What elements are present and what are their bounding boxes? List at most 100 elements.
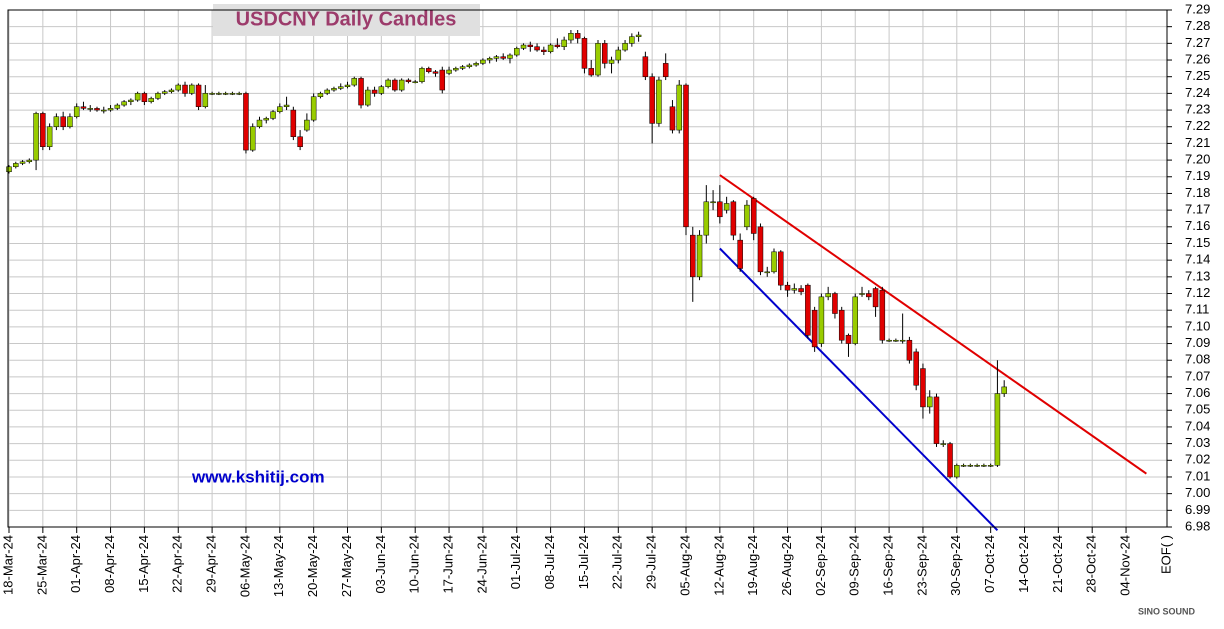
x-tick-label: 22-Jul-24 — [610, 535, 625, 589]
candle-body — [351, 78, 358, 86]
candle-body — [297, 136, 303, 148]
candle-body — [290, 109, 297, 137]
candle-body — [574, 33, 581, 39]
candle-body — [195, 84, 202, 107]
y-tick-label: 7.19 — [1185, 168, 1210, 183]
candle-body — [155, 93, 161, 99]
x-tick-label: 08-Jul-24 — [542, 535, 557, 589]
candle-body — [344, 84, 351, 87]
candle-body — [73, 106, 80, 117]
candle-body — [182, 84, 188, 94]
y-tick-label: 7.22 — [1185, 118, 1210, 133]
y-tick-label: 7.23 — [1185, 102, 1210, 117]
candle-body — [514, 48, 520, 56]
candle-body — [324, 89, 330, 94]
candle-body — [920, 368, 926, 408]
candle-body — [40, 113, 46, 148]
x-tick-label: 15-Jul-24 — [576, 535, 591, 589]
candle-body — [121, 101, 127, 106]
candle-body — [547, 44, 554, 52]
candle-body — [243, 93, 249, 151]
candle-body — [256, 119, 263, 127]
candle-body — [886, 339, 892, 342]
candle-body — [947, 443, 953, 478]
candle-body — [737, 239, 743, 269]
candle-body — [114, 104, 121, 109]
candle-body — [453, 68, 459, 71]
y-tick-label: 7.24 — [1185, 85, 1210, 100]
x-tick-label: 05-Aug-24 — [677, 535, 692, 596]
candle-body — [561, 39, 567, 47]
x-tick-label: 12-Aug-24 — [711, 535, 726, 596]
candle-body — [683, 84, 689, 228]
candle-body — [270, 111, 276, 119]
candle-body — [161, 91, 168, 94]
watermark: SINO SOUND — [1138, 606, 1196, 616]
candle-body — [13, 163, 19, 168]
candle-body — [703, 201, 710, 236]
candle-body — [622, 43, 628, 51]
candle-body — [608, 59, 615, 64]
x-tick-label: 23-Sep-24 — [914, 535, 929, 596]
x-tick-label: 18-Mar-24 — [0, 535, 15, 595]
candle-body — [534, 46, 540, 51]
candle-body — [189, 84, 195, 94]
x-tick-label: 14-Oct-24 — [1016, 535, 1031, 593]
y-tick-label: 7.06 — [1185, 385, 1210, 400]
candle-body — [378, 86, 385, 94]
x-tick-label: 04-Nov-24 — [1117, 535, 1132, 596]
candle-body — [662, 63, 669, 77]
candle-body — [954, 465, 960, 478]
candle-body — [872, 288, 879, 308]
candle-body — [337, 86, 344, 89]
y-tick-label: 7.14 — [1185, 252, 1210, 267]
candle-body — [46, 126, 53, 148]
candle-body — [906, 339, 913, 361]
candle-body — [446, 69, 452, 74]
x-tick-label: 29-Jul-24 — [644, 535, 659, 589]
x-tick-label: 02-Sep-24 — [813, 535, 828, 596]
candle-body — [696, 234, 703, 278]
candle-body — [967, 465, 974, 467]
candle-body — [283, 104, 290, 107]
y-tick-label: 7.07 — [1185, 368, 1210, 383]
candle-body — [392, 79, 398, 91]
axes: 6.986.99 7.00 7.017.02 7.03 7.047.05 7.06 7.07… — [0, 1, 1210, 597]
x-tick-label: 07-Oct-24 — [982, 535, 997, 593]
y-tick-label: 7.20 — [1185, 152, 1210, 167]
candle-body — [764, 271, 770, 274]
x-tick-label: 01-Apr-24 — [68, 535, 83, 593]
candle-body — [811, 309, 818, 348]
candle-body — [805, 284, 811, 336]
y-tick-label: 7.26 — [1185, 51, 1210, 66]
candle-body — [818, 296, 825, 344]
candle-body — [168, 89, 175, 92]
candle-body — [500, 56, 506, 59]
y-tick-label: 7.12 — [1185, 285, 1210, 300]
candle-body — [676, 84, 682, 131]
candle-body — [852, 296, 858, 344]
candle-body — [832, 293, 838, 314]
candle-body — [933, 396, 940, 444]
x-tick-label: 17-Jun-24 — [440, 535, 455, 594]
candle-body — [134, 93, 141, 101]
candle-body — [33, 113, 39, 161]
candle-body — [1001, 386, 1007, 394]
candle-body — [615, 49, 622, 61]
plot — [6, 30, 1147, 532]
y-tick-label: 7.04 — [1185, 418, 1210, 433]
candle-body — [507, 54, 513, 59]
x-tick-label: 03-Jun-24 — [373, 535, 388, 594]
trendline — [719, 247, 999, 532]
candle-body — [480, 59, 486, 64]
candle-body — [6, 166, 12, 173]
x-tick-label: 06-May-24 — [237, 535, 252, 597]
candle-body — [101, 109, 107, 112]
candle-body — [771, 251, 777, 273]
y-tick-label: 7.01 — [1185, 468, 1210, 483]
candle-body — [148, 98, 154, 102]
trendline — [719, 174, 1147, 475]
annotation: www.kshitij.com — [191, 467, 325, 486]
candle-body — [405, 79, 412, 82]
